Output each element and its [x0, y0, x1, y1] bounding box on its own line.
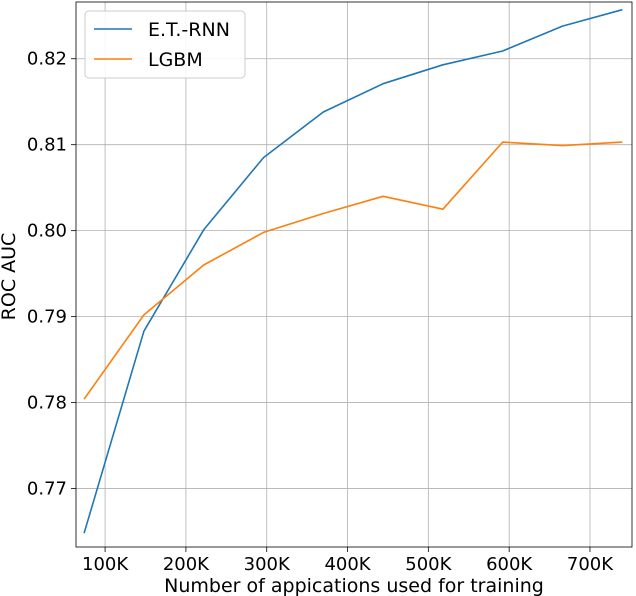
plot-frame [75, 1, 633, 548]
series-lines [83, 8, 623, 534]
x-tick-label: 200K [163, 554, 210, 575]
legend-entry-label: E.T.-RNN [148, 19, 230, 41]
y-axis: 0.77 0.78 0.79 0.80 0.81 0.82 [27, 49, 76, 500]
y-tick-label: 0.78 [27, 393, 67, 414]
x-tick-label: 700K [567, 554, 614, 575]
series-line-e-t-rnn [83, 8, 623, 534]
legend: E.T.-RNN LGBM [84, 10, 246, 79]
x-tick-label: 600K [486, 554, 533, 575]
y-tick-label: 0.80 [27, 221, 67, 242]
y-axis-label: ROC AUC [0, 233, 20, 321]
x-axis: 100K 200K 300K 400K 500K 600K 700K [82, 547, 614, 575]
legend-entry-label: LGBM [148, 49, 203, 71]
y-tick-label: 0.79 [27, 307, 67, 328]
x-tick-label: 100K [82, 554, 129, 575]
series-line-lgbm [83, 141, 623, 400]
y-tick-label: 0.82 [27, 49, 67, 70]
x-axis-label: Number of appications used for training [164, 575, 544, 596]
y-tick-label: 0.77 [27, 479, 67, 500]
x-tick-label: 400K [324, 554, 371, 575]
grid-lines [76, 2, 632, 547]
legend-box [84, 10, 246, 79]
y-tick-label: 0.81 [27, 135, 67, 156]
x-tick-label: 300K [244, 554, 291, 575]
x-tick-label: 500K [405, 554, 452, 575]
